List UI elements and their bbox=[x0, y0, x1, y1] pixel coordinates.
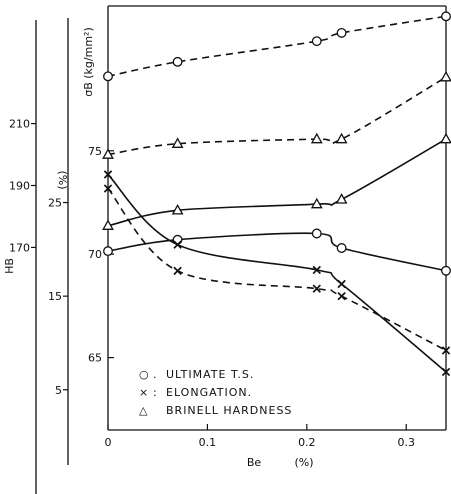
x-tick-label: 0 bbox=[105, 436, 112, 449]
series-line-uts bbox=[107, 232, 447, 272]
point-circle bbox=[441, 11, 451, 22]
sigma-tick-label: 65 bbox=[88, 352, 102, 365]
legend-label-elongation: ELONGATION. bbox=[166, 386, 252, 399]
legend-marker-triangle: △ bbox=[139, 404, 148, 417]
hb-tick-label: 190 bbox=[9, 180, 30, 193]
series-markers bbox=[102, 11, 451, 377]
elongation-axis: (%) bbox=[56, 18, 69, 465]
point-cross bbox=[312, 284, 321, 293]
legend-marker-cross: × bbox=[139, 386, 149, 399]
sigma-tick-label: 75 bbox=[88, 145, 102, 158]
sigma-axis-label: σB (kg/mm²) bbox=[82, 27, 95, 97]
point-cross bbox=[103, 170, 113, 179]
point-triangle bbox=[440, 132, 451, 144]
point-triangle bbox=[310, 132, 323, 144]
point-circle bbox=[172, 56, 183, 67]
legend-label-uts: ULTIMATE T.S. bbox=[166, 368, 254, 381]
point-cross bbox=[173, 266, 182, 276]
series-line-brinell bbox=[107, 138, 447, 227]
point-triangle bbox=[102, 148, 114, 159]
elongation-axis-label: (%) bbox=[56, 170, 69, 189]
point-circle bbox=[336, 27, 347, 38]
series-line-uts_b bbox=[107, 15, 447, 78]
elong-tick-label: 15 bbox=[48, 290, 62, 303]
hb-tick-label: 210 bbox=[9, 118, 30, 131]
sigma-tick-label: 70 bbox=[88, 248, 102, 261]
point-triangle bbox=[440, 70, 451, 82]
elong-tick-label: 5 bbox=[55, 384, 62, 397]
x-tick-label: 0.3 bbox=[397, 436, 415, 449]
point-circle bbox=[441, 265, 451, 276]
point-circle bbox=[103, 71, 113, 82]
tick-layer: 0 0.1 0.2 0.3 75 70 65 25 15 5 210 190 170 bbox=[9, 118, 415, 449]
legend-label-brinell: BRINELL HARDNESS bbox=[166, 404, 292, 417]
series-line-elongation bbox=[107, 173, 447, 373]
x-tick-label: 0.1 bbox=[199, 436, 217, 449]
point-triangle bbox=[171, 137, 184, 148]
elong-tick-label: 25 bbox=[48, 197, 62, 210]
hb-tick-label: 170 bbox=[9, 241, 30, 254]
point-cross bbox=[103, 184, 113, 193]
point-triangle bbox=[171, 203, 184, 215]
legend-sep: : bbox=[153, 386, 158, 399]
point-cross bbox=[441, 367, 451, 377]
hb-axis-label: HB bbox=[3, 258, 16, 274]
point-triangle bbox=[310, 197, 323, 209]
point-cross bbox=[337, 279, 346, 289]
hb-axis: HB bbox=[3, 20, 37, 494]
legend-marker-circle: ○ bbox=[139, 368, 150, 381]
point-triangle bbox=[335, 193, 348, 204]
point-cross bbox=[441, 346, 451, 355]
x-tick-label: 0.2 bbox=[298, 436, 316, 449]
point-circle bbox=[336, 243, 347, 253]
point-cross bbox=[337, 291, 346, 301]
point-circle bbox=[311, 228, 322, 239]
x-axis-label: Be bbox=[247, 456, 262, 469]
x-axis-unit: (%) bbox=[294, 456, 313, 469]
point-cross bbox=[173, 240, 182, 249]
point-circle bbox=[311, 36, 322, 47]
legend-sep: . bbox=[153, 368, 158, 381]
point-triangle bbox=[335, 132, 348, 144]
point-circle bbox=[103, 246, 113, 257]
series-lines bbox=[107, 15, 447, 373]
legend: ○ . ULTIMATE T.S. × : ELONGATION. △ BRIN… bbox=[139, 368, 292, 417]
point-triangle bbox=[102, 219, 114, 230]
series-line-elongation_b bbox=[107, 187, 447, 352]
point-cross bbox=[312, 265, 321, 275]
series-line-brinell_b bbox=[107, 76, 447, 156]
plot-frame bbox=[107, 5, 447, 431]
